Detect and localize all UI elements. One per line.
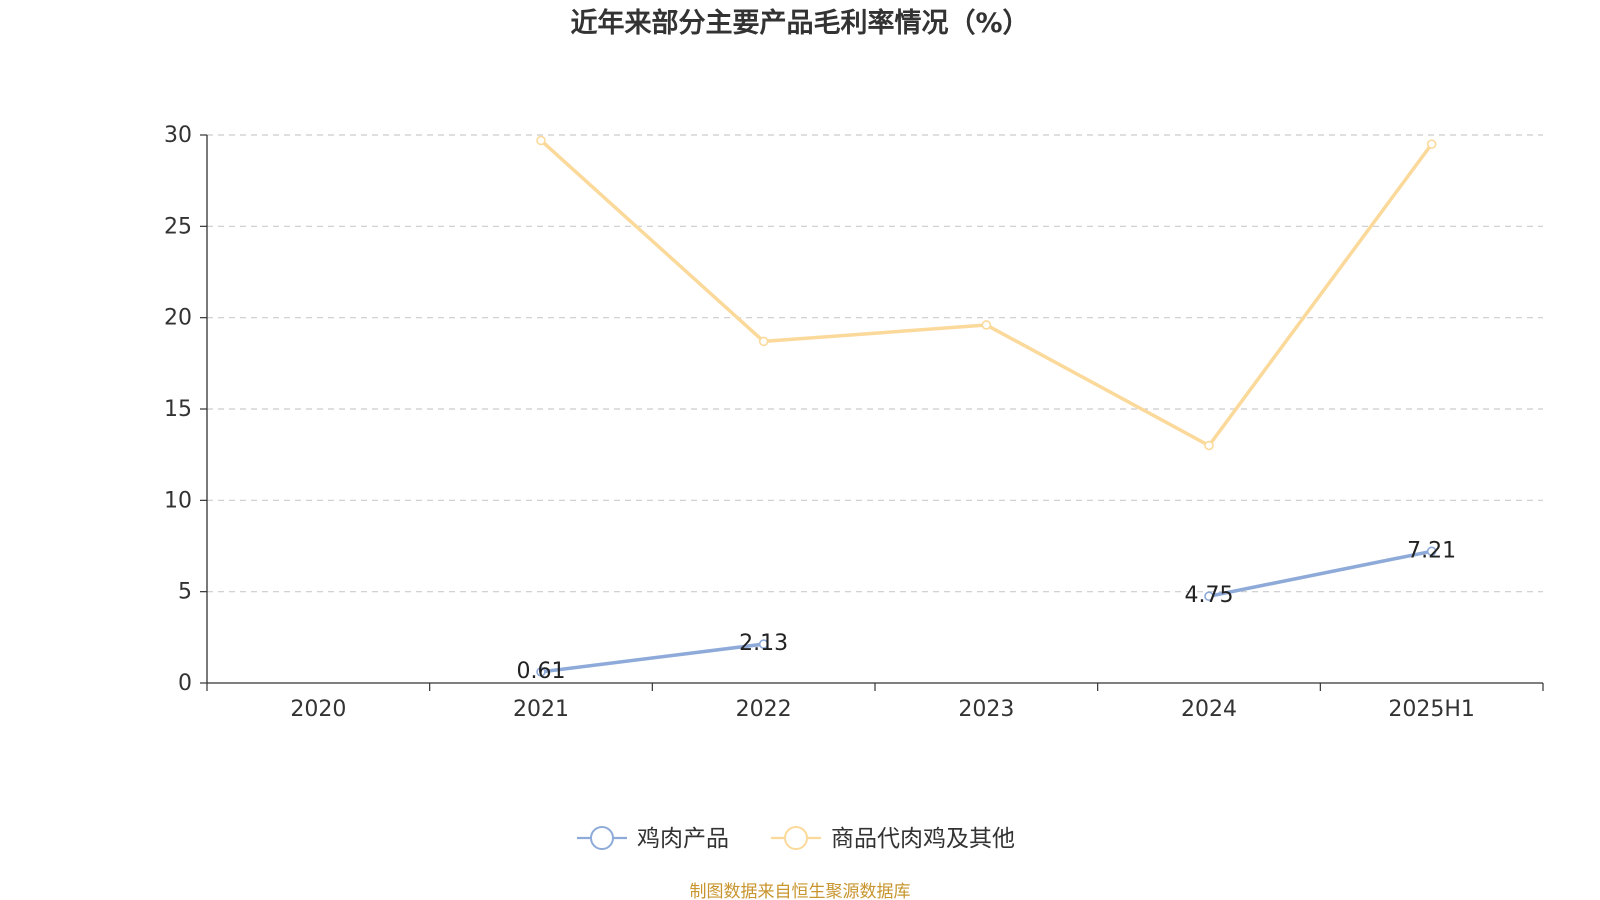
y-tick-label: 5 <box>178 580 192 605</box>
legend-marker <box>784 826 808 850</box>
y-tick-label: 15 <box>164 397 192 422</box>
y-tick-label: 10 <box>164 488 192 513</box>
y-tick-label: 20 <box>164 306 192 331</box>
x-tick-label: 2020 <box>290 697 346 722</box>
series-2 <box>536 135 1437 451</box>
data-label: 7.21 <box>1407 538 1456 563</box>
data-point[interactable] <box>758 336 769 347</box>
data-label: 4.75 <box>1185 583 1234 608</box>
source-note: 制图数据来自恒生聚源数据库 <box>690 882 911 900</box>
legend-item-2[interactable]: 商品代肉鸡及其他 <box>771 826 1015 852</box>
legend[interactable]: 鸡肉产品 商品代肉鸡及其他 <box>577 826 1015 852</box>
series-line <box>539 139 1434 448</box>
data-point[interactable] <box>536 667 546 677</box>
data-point[interactable] <box>1204 591 1214 602</box>
series-line <box>540 642 764 674</box>
y-tick-label: 30 <box>164 123 192 148</box>
legend-label: 鸡肉产品 <box>637 826 729 852</box>
x-tick-label: 2022 <box>736 697 792 722</box>
x-tick-label: 2025H1 <box>1388 697 1475 722</box>
data-labels: 0.61 2.13 4.75 7.21 <box>517 538 1457 684</box>
data-point[interactable] <box>1426 546 1437 557</box>
series-line <box>1208 549 1433 598</box>
x-tick-label: 2024 <box>1181 697 1237 722</box>
data-label: 0.61 <box>517 659 566 684</box>
x-tick-label: 2021 <box>513 697 569 722</box>
legend-label: 商品代肉鸡及其他 <box>831 826 1015 852</box>
legend-item-1[interactable]: 鸡肉产品 <box>577 826 729 852</box>
data-point[interactable] <box>1204 440 1214 451</box>
data-point[interactable] <box>536 135 546 146</box>
series <box>536 135 1437 677</box>
data-point[interactable] <box>1426 139 1437 149</box>
y-tick-label: 25 <box>164 214 192 239</box>
y-tick-label: 0 <box>178 671 192 696</box>
data-point[interactable] <box>758 639 769 649</box>
series-1 <box>536 546 1437 677</box>
legend-marker <box>590 826 614 850</box>
data-label: 2.13 <box>739 631 788 656</box>
x-tick-label: 2023 <box>958 697 1014 722</box>
grid <box>207 134 1543 593</box>
chart-title: 近年来部分主要产品毛利率情况（%） <box>570 7 1029 39</box>
axes: 0 5 10 15 20 25 30 2020 2021 2022 2023 2024 2025H1 <box>164 123 1544 722</box>
data-point[interactable] <box>981 320 992 330</box>
